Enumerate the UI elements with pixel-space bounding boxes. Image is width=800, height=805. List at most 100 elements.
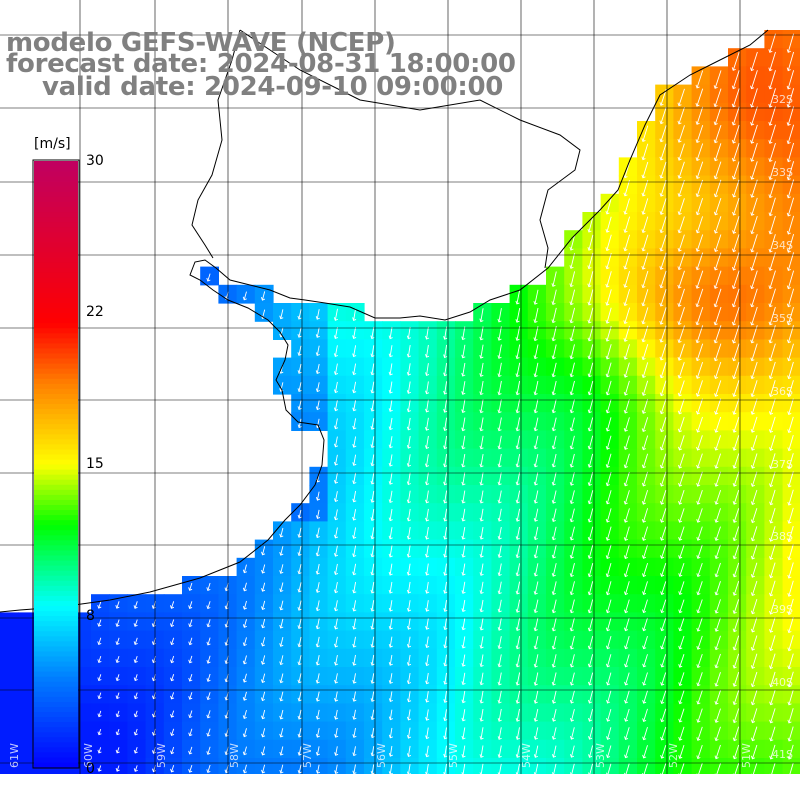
wind-arrow — [261, 582, 266, 592]
wind-arrow — [479, 417, 484, 432]
wind-arrow — [768, 197, 776, 217]
colorbar-segment — [34, 206, 78, 213]
wind-arrow — [696, 653, 703, 668]
wind-arrow — [170, 655, 175, 664]
colorbar-segment — [34, 575, 78, 581]
wind-arrow — [769, 453, 776, 469]
wind-arrow — [677, 252, 685, 271]
wind-arrow — [425, 654, 430, 667]
valid-date: valid date: 2024-09-10 09:00:00 — [42, 72, 504, 102]
wind-speed-cell — [782, 703, 800, 723]
latitude-label: 39S — [772, 603, 793, 616]
wind-arrow — [242, 582, 247, 592]
wind-arrow — [768, 142, 776, 162]
wind-arrow — [641, 180, 649, 197]
wind-arrow — [623, 344, 630, 360]
wind-arrow — [533, 307, 539, 323]
wind-arrow — [750, 142, 758, 162]
wind-arrow — [443, 381, 448, 395]
wind-arrow — [623, 380, 630, 396]
wind-arrow — [713, 343, 722, 362]
wind-arrow — [315, 618, 320, 630]
wind-arrow — [315, 545, 320, 557]
wind-arrow — [786, 252, 795, 271]
wind-arrow — [333, 436, 339, 448]
wind-arrow — [677, 398, 685, 415]
wind-speed-cell — [0, 612, 19, 632]
wind-arrow — [732, 617, 740, 633]
wind-arrow — [297, 691, 302, 702]
wind-arrow — [388, 654, 393, 666]
colorbar-segment — [34, 660, 78, 667]
wind-arrow — [97, 601, 102, 609]
wind-arrow — [297, 345, 302, 356]
wind-arrow — [623, 180, 630, 197]
colorbar-segment — [34, 302, 78, 309]
wind-arrow — [696, 690, 703, 705]
wind-arrow — [333, 527, 339, 539]
wind-arrow — [732, 398, 740, 415]
wind-arrow — [551, 326, 557, 342]
wind-arrow — [279, 527, 284, 538]
wind-arrow — [660, 581, 667, 595]
colorbar-segment — [34, 585, 78, 591]
wind-arrow — [695, 198, 704, 216]
wind-arrow — [188, 619, 193, 628]
wind-arrow — [677, 362, 685, 379]
wind-arrow — [642, 599, 648, 614]
wind-arrow — [551, 271, 557, 287]
wind-arrow — [768, 51, 776, 72]
wind-arrow — [714, 416, 722, 433]
wind-arrow — [133, 619, 138, 627]
wind-arrow — [678, 544, 685, 559]
wind-arrow — [731, 288, 740, 308]
wind-arrow — [169, 601, 175, 609]
wind-arrow — [750, 361, 758, 380]
wind-speed-cell — [782, 30, 800, 49]
colorbar-segment — [34, 519, 78, 526]
wind-arrow — [731, 88, 740, 108]
wind-arrow — [569, 472, 575, 486]
wind-arrow — [677, 234, 685, 252]
wind-arrow — [787, 507, 794, 524]
wind-arrow — [260, 655, 266, 665]
wind-arrow — [315, 764, 321, 774]
wind-arrow — [443, 581, 448, 594]
wind-arrow — [623, 581, 630, 596]
colorbar-segment — [34, 161, 78, 167]
wind-arrow — [750, 179, 758, 198]
wind-arrow — [714, 599, 721, 614]
latitude-label: 36S — [772, 385, 793, 398]
wind-arrow — [696, 416, 703, 433]
wind-arrow — [768, 124, 776, 144]
wind-arrow — [260, 673, 266, 683]
wind-arrow — [750, 453, 758, 469]
wind-arrow — [769, 744, 776, 760]
wind-speed-cell — [782, 266, 800, 286]
wind-arrow — [768, 288, 776, 308]
wind-arrow — [750, 471, 758, 487]
wind-arrow — [659, 398, 667, 415]
wind-arrow — [587, 599, 594, 614]
wind-arrow — [515, 454, 521, 468]
colorbar-segment — [34, 378, 78, 384]
wind-arrow — [695, 343, 704, 362]
wind-arrow — [732, 726, 740, 742]
colorbar-tick-8: 8 — [86, 608, 95, 624]
wind-arrow — [479, 563, 484, 576]
wind-arrow — [406, 654, 412, 666]
colorbar-segment — [34, 620, 78, 627]
colorbar-segment — [34, 307, 78, 314]
wind-arrow — [787, 398, 794, 415]
longitude-labels: 61W 60W 59W 58W 57W 56W 55W 54W 53W 52W 51W — [8, 743, 753, 768]
wind-arrow — [678, 708, 685, 723]
wind-arrow — [732, 197, 740, 216]
wind-arrow — [769, 689, 776, 706]
wind-arrow — [713, 288, 722, 308]
wind-speed-cell — [782, 503, 800, 522]
wind-arrow — [461, 727, 466, 740]
wind-arrow — [714, 726, 721, 742]
wind-arrow — [551, 435, 557, 450]
wind-arrow — [533, 672, 539, 686]
colorbar-segment — [34, 337, 78, 344]
